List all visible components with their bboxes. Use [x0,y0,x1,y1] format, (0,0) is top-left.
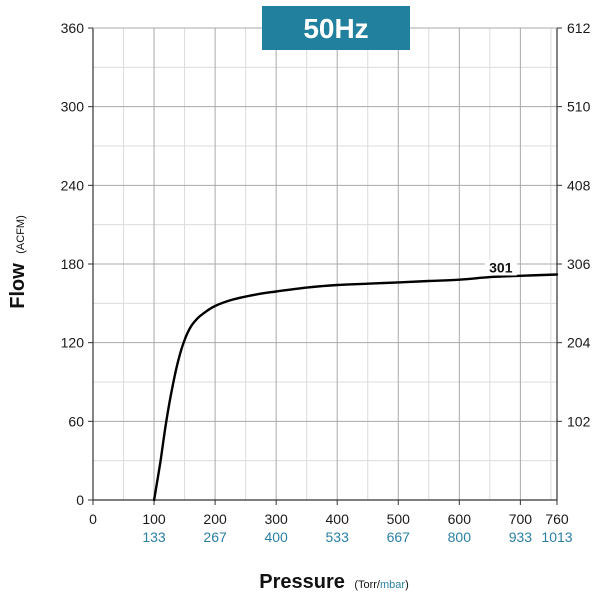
x-tick-label-torr: 760 [545,511,569,527]
right-y-tick-label: 204 [567,335,591,351]
x-tick-label-torr: 100 [142,511,166,527]
frequency-badge-label: 50Hz [303,13,368,44]
y-axis-title-main: Flow [7,263,29,309]
left-y-tick-label: 0 [76,492,84,508]
major-grid [93,28,557,500]
x-tick-label-torr: 600 [448,511,472,527]
left-y-tick-label: 240 [61,177,85,193]
series-label-background [484,259,517,276]
x-tick-labels-torr: 0 100 200 300 400 500 600 700 760 [89,500,569,527]
x-tick-label-torr: 300 [264,511,288,527]
right-y-tick-label: 408 [567,177,591,193]
x-tick-label-torr: 500 [387,511,411,527]
x-axis-title-unit-alt: mbar [380,579,405,591]
series-layer: 301 [152,259,559,502]
frequency-badge [262,6,410,50]
x-axis-title-main: Pressure [259,571,345,592]
x-tick-label-mbar: 800 [448,529,472,545]
y-axis-title: Flow (ACFM) [7,215,29,309]
right-y-tick-labels: 102 204 306 408 510 612 [557,20,591,429]
x-tick-labels-mbar: 133 267 400 533 667 800 933 1013 [142,529,572,545]
x-axis-title: Pressure (Torr/mbar) [259,571,408,592]
left-y-tick-label: 60 [68,413,84,429]
right-y-tick-label: 102 [567,413,591,429]
series-label: 301 [489,259,513,275]
x-tick-label-torr: 200 [203,511,227,527]
left-y-tick-label: 360 [61,20,85,36]
x-tick-label-torr: 0 [89,511,97,527]
right-y-tick-label: 510 [567,99,591,115]
x-tick-label-torr: 400 [326,511,350,527]
left-y-tick-label: 180 [61,256,85,272]
left-y-tick-label: 120 [61,335,85,351]
right-y-tick-label: 612 [567,20,591,36]
x-tick-label-mbar: 933 [509,529,533,545]
x-tick-label-torr: 700 [509,511,533,527]
x-tick-label-mbar: 133 [142,529,166,545]
left-y-tick-label: 300 [61,99,85,115]
x-axis-title-unit-open: (Torr/ [354,579,381,591]
series-line-301 [152,273,559,502]
x-tick-label-mbar: 667 [387,529,411,545]
x-tick-label-mbar: 400 [264,529,288,545]
left-y-tick-labels: 0 60 120 180 240 300 360 [61,20,93,508]
x-tick-label-mbar: 267 [203,529,227,545]
right-y-tick-label: 306 [567,256,591,272]
x-tick-label-mbar: 1013 [541,529,572,545]
x-axis-title-unit-close: ) [405,579,409,591]
y-axis-title-unit: (ACFM) [15,215,27,254]
x-tick-label-mbar: 533 [326,529,350,545]
